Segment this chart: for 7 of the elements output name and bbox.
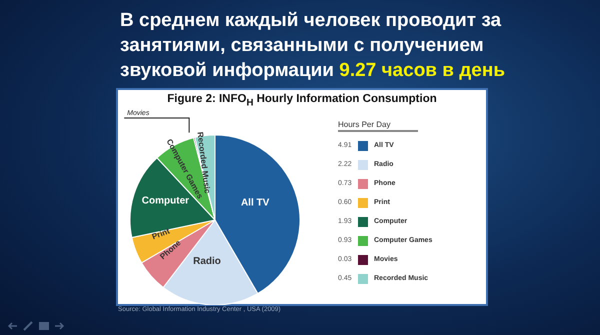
- chart-subtitle: 9.27 часов в день: [339, 60, 505, 81]
- slice-label: Print: [150, 226, 172, 242]
- slice-label: All TV: [240, 197, 270, 208]
- slice-label: Computer: [142, 195, 190, 206]
- legend-title: Hours Per Day: [338, 120, 418, 132]
- slice-label: Radio: [193, 256, 221, 268]
- caption: Figure 2: INFO$_{H}$ Hourly Information Consumption: [166, 93, 438, 108]
